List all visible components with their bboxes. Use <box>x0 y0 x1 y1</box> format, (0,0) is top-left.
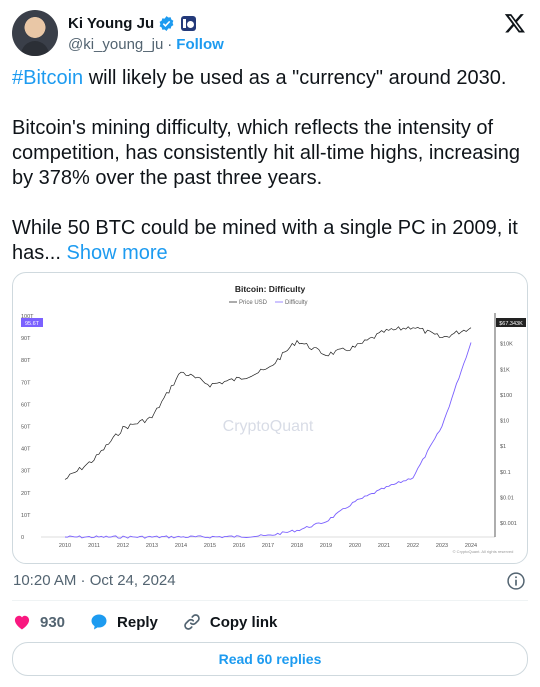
tweet-timestamp[interactable]: 10:20 AM · Oct 24, 2024 <box>13 572 176 589</box>
action-bar: 930 Reply Copy link <box>12 612 301 632</box>
left-current-value-tag <box>21 318 43 327</box>
chart-watermark: CryptoQuant <box>223 418 314 435</box>
chart-legend: Price USD Difficulty <box>229 300 308 306</box>
x-tick-label: 2017 <box>262 543 274 549</box>
copy-link-label: Copy link <box>209 613 278 631</box>
affiliation-badge-icon[interactable] <box>181 15 197 31</box>
x-tick-label: 2018 <box>291 543 303 549</box>
display-name[interactable]: Ki Young Ju <box>68 14 155 32</box>
tweet-text: #Bitcoin will likely be used as a "curre… <box>12 66 528 266</box>
name-row: Ki Young Ju <box>68 13 197 33</box>
x-tick-label: 2024 <box>465 543 477 549</box>
x-tick-label: 2012 <box>117 543 129 549</box>
left-tick-label: 90T <box>21 336 31 342</box>
x-tick-label: 2014 <box>175 543 187 549</box>
left-tick-label: 10T <box>21 513 31 519</box>
avatar[interactable] <box>12 10 58 56</box>
follow-button[interactable]: Follow <box>176 36 224 53</box>
hashtag-link[interactable]: #Bitcoin <box>12 67 84 89</box>
left-tick-label: 60T <box>21 402 31 408</box>
series-difficulty-line <box>64 342 472 539</box>
left-tick-label: 70T <box>21 380 31 386</box>
x-logo-icon[interactable] <box>504 12 526 34</box>
legend-item-price: Price USD <box>239 300 268 306</box>
x-tick-label: 2013 <box>146 543 158 549</box>
reply-bubble-icon <box>91 614 107 630</box>
right-tick-label: $0.1 <box>500 470 511 476</box>
divider <box>12 600 528 601</box>
chart-image[interactable]: Bitcoin: Difficulty Price USD Difficulty… <box>12 272 528 564</box>
reply-label: Reply <box>117 613 158 631</box>
read-replies-button[interactable]: Read 60 replies <box>12 642 528 676</box>
right-tick-label: $10K <box>500 342 513 348</box>
x-tick-label: 2022 <box>407 543 419 549</box>
x-tick-label: 2016 <box>233 543 245 549</box>
x-tick-label: 2019 <box>320 543 332 549</box>
right-tick-label: $100 <box>500 393 512 399</box>
series-price-line <box>64 326 472 480</box>
chart-copyright: © CryptoQuant. All rights reserved <box>453 549 514 554</box>
reply-button[interactable]: Reply <box>89 612 158 632</box>
handle-row: @ki_young_ju · Follow <box>68 36 224 53</box>
x-tick-label: 2021 <box>378 543 390 549</box>
verified-badge-icon <box>159 15 174 31</box>
left-tick-label: 0 <box>21 535 24 541</box>
copy-link-button[interactable]: Copy link <box>182 612 278 632</box>
left-axis: 0 10T 20T 30T 40T 50T 60T 70T 80T 90T 100T <box>21 314 34 541</box>
x-tick-label: 2015 <box>204 543 216 549</box>
difficulty-chart: Bitcoin: Difficulty Price USD Difficulty… <box>21 284 526 554</box>
legend-item-difficulty: Difficulty <box>285 300 308 306</box>
tweet-paragraph-2: Bitcoin's mining difficulty, which refle… <box>12 117 521 189</box>
right-tick-label: $0.01 <box>500 495 514 501</box>
left-tick-label: 20T <box>21 491 31 497</box>
right-axis: $0.001 $0.01 $0.1 $1 $10 $100 $1K $10K <box>500 342 517 527</box>
right-current-value-tag <box>496 318 526 327</box>
show-more-link[interactable]: Show more <box>66 242 168 264</box>
heart-icon <box>14 615 30 630</box>
left-tick-label: 40T <box>21 447 31 453</box>
left-tick-label: 30T <box>21 469 31 475</box>
chart-title: Bitcoin: Difficulty <box>235 284 306 294</box>
left-current-value-label: 95.6T <box>25 321 40 327</box>
info-icon[interactable] <box>506 571 526 591</box>
x-tick-label: 2023 <box>436 543 448 549</box>
left-tick-label: 80T <box>21 358 31 364</box>
handle[interactable]: @ki_young_ju <box>68 36 164 53</box>
right-tick-label: $1K <box>500 367 510 373</box>
right-tick-label: $10 <box>500 419 509 425</box>
right-tick-label: $1 <box>500 444 506 450</box>
tweet-paragraph-3: While 50 BTC could be mined with a singl… <box>12 217 518 264</box>
left-tick-label: 100T <box>21 314 34 320</box>
x-tick-label: 2011 <box>88 543 100 549</box>
x-tick-label: 2010 <box>59 543 71 549</box>
tweet-line-1: will likely be used as a "currency" arou… <box>83 67 507 89</box>
left-tick-label: 50T <box>21 425 31 431</box>
tweet-header: Ki Young Ju @ki_young_ju · Follow <box>12 10 528 58</box>
link-icon <box>184 614 200 630</box>
right-tick-label: $0.001 <box>500 521 517 527</box>
handle-separator: · <box>167 36 173 53</box>
x-tick-label: 2020 <box>349 543 361 549</box>
right-current-value-label: $67.343K <box>499 321 523 327</box>
affiliation-logo-icon <box>183 18 195 28</box>
x-axis: 2010 2011 2012 2013 2014 2015 2016 2017 2018 2019… <box>59 543 477 549</box>
like-count: 930 <box>40 613 66 631</box>
like-button[interactable]: 930 <box>12 612 65 632</box>
